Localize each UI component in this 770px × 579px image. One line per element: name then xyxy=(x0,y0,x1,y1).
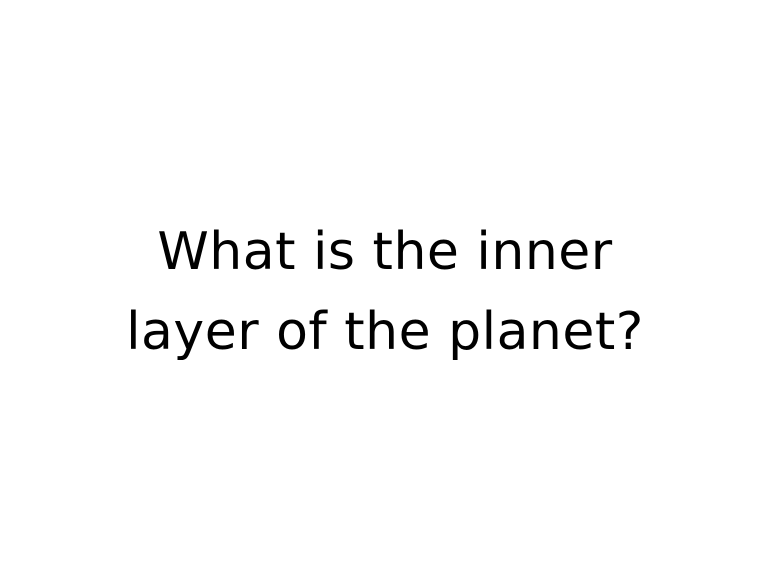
question-text-line-1: What is the inner xyxy=(157,222,613,282)
question-text-line-2: layer of the planet? xyxy=(126,302,644,362)
